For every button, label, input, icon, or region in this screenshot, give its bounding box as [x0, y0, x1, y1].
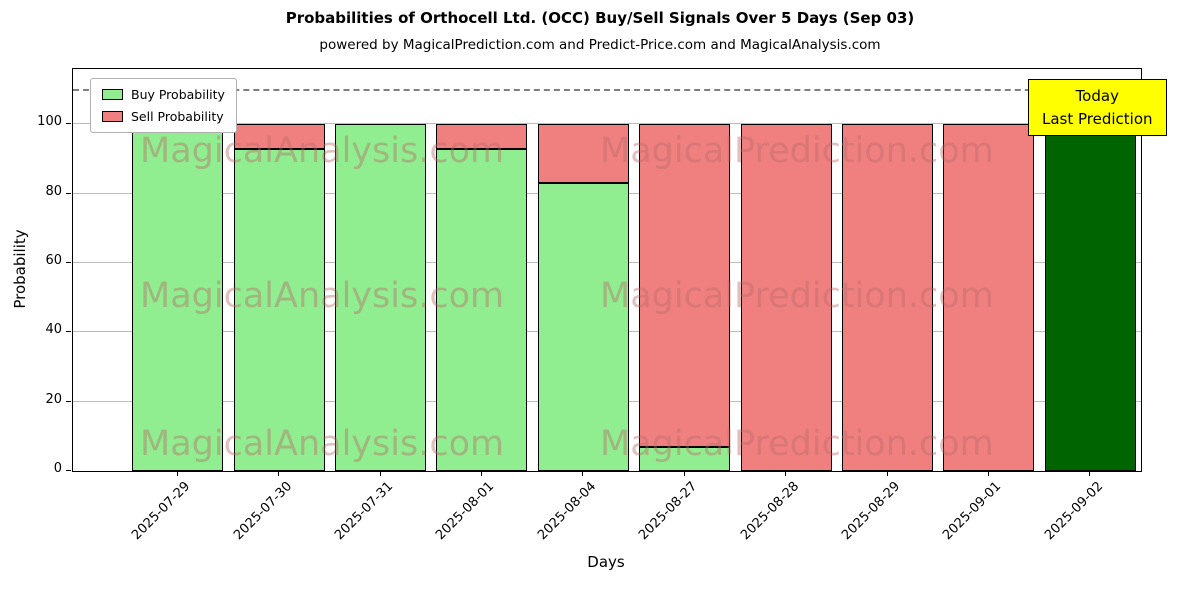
x-tick-label: 2025-08-29 — [839, 479, 904, 544]
bar-segment-buy — [537, 183, 629, 471]
legend-label-sell: Sell Probability — [131, 109, 224, 124]
x-tick-label: 2025-08-01 — [433, 479, 498, 544]
x-tick-mark — [379, 471, 381, 476]
x-tick-mark — [480, 471, 482, 476]
today-annotation: Today Last Prediction — [1028, 79, 1167, 136]
y-tick-label: 100 — [37, 114, 62, 130]
chart-title: Probabilities of Orthocell Ltd. (OCC) Bu… — [285, 9, 915, 27]
x-tick-mark — [582, 471, 584, 476]
x-tick-label: 2025-08-04 — [534, 479, 599, 544]
bar-segment-sell — [740, 124, 832, 471]
y-tick-mark — [66, 123, 71, 125]
x-tick-label: 2025-08-27 — [636, 479, 701, 544]
legend-item-buy: Buy Probability — [102, 87, 225, 102]
sell-color-swatch — [102, 111, 123, 122]
y-tick-mark — [66, 331, 71, 333]
gridline — [73, 123, 1141, 125]
buy-color-swatch — [102, 89, 123, 100]
x-axis-label: Days — [587, 553, 625, 571]
annotation-line1: Today — [1075, 87, 1119, 105]
y-axis-label: Probability — [11, 229, 29, 309]
bar-segment-sell — [537, 124, 629, 184]
x-tick-mark — [683, 471, 685, 476]
x-tick-mark — [987, 471, 989, 476]
y-tick-mark — [66, 470, 71, 471]
threshold-dashed-line — [73, 88, 1141, 91]
y-tick-mark — [66, 192, 71, 194]
bar-segment-buy — [436, 148, 528, 471]
x-tick-label: 2025-09-02 — [1041, 479, 1106, 544]
bar-segment-sell — [943, 124, 1035, 471]
bar-segment-sell — [842, 124, 933, 471]
bar-segment-sell — [639, 124, 731, 447]
x-tick-mark — [785, 471, 787, 476]
bar-segment-buy — [335, 124, 426, 471]
x-tick-label: 2025-07-30 — [230, 479, 295, 544]
x-tick-label: 2025-07-31 — [332, 479, 397, 544]
annotation-line2: Last Prediction — [1042, 109, 1153, 128]
bar-segment-sell — [436, 124, 528, 149]
bar-segment-buy — [639, 446, 731, 471]
y-tick-mark — [66, 262, 71, 264]
y-tick-label: 0 — [53, 461, 62, 476]
bar-segment-buy — [132, 124, 224, 471]
x-tick-mark — [278, 471, 280, 476]
y-tick-mark — [66, 400, 71, 402]
legend-label-buy: Buy Probability — [131, 87, 225, 102]
bar-segment-buy — [1044, 124, 1136, 471]
bar-segment-sell — [233, 124, 325, 149]
x-tick-label: 2025-07-29 — [129, 479, 194, 544]
plot-area — [72, 68, 1142, 472]
x-tick-mark — [176, 471, 178, 476]
y-tick-label: 40 — [45, 322, 62, 338]
x-tick-label: 2025-08-28 — [737, 479, 802, 544]
chart-subtitle: powered by MagicalPrediction.com and Pre… — [319, 37, 881, 53]
x-tick-label: 2025-09-01 — [940, 479, 1005, 544]
y-tick-label: 20 — [45, 391, 62, 407]
legend: Buy Probability Sell Probability — [90, 78, 237, 133]
bar-segment-buy — [233, 148, 325, 471]
y-tick-label: 60 — [45, 253, 62, 269]
x-tick-mark — [1089, 471, 1091, 476]
legend-item-sell: Sell Probability — [102, 109, 225, 124]
y-tick-label: 80 — [45, 183, 62, 199]
x-tick-mark — [886, 471, 888, 476]
